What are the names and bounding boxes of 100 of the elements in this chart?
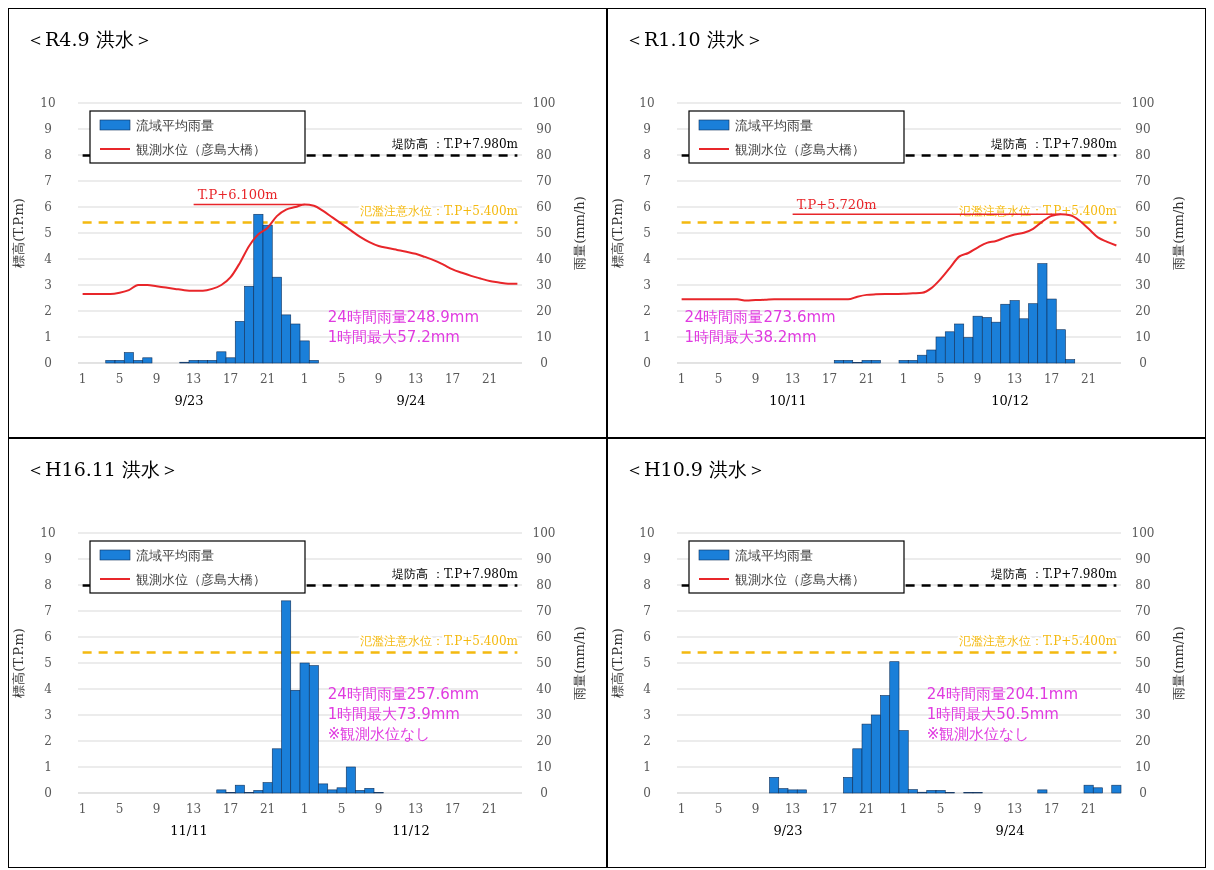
y-tick-label: 5 — [44, 656, 52, 671]
y2-tick-label: 0 — [540, 786, 548, 801]
y-tick-label: 0 — [44, 356, 52, 371]
y2-tick-label: 90 — [1135, 552, 1151, 567]
x-tick-label: 9 — [152, 802, 161, 816]
legend-label: 観測水位（彦島大橋） — [136, 141, 266, 157]
y2-tick-label: 90 — [1135, 122, 1151, 137]
annotation: 1時間最大73.9mm — [327, 705, 460, 724]
x-tick-label: 17 — [222, 372, 239, 386]
y2-tick-label: 10 — [1135, 760, 1151, 775]
legend-label: 流域平均雨量 — [136, 547, 214, 563]
y2-tick-label: 70 — [1135, 604, 1151, 619]
y2-tick-label: 100 — [532, 526, 556, 541]
y2-tick-label: 70 — [1135, 174, 1151, 189]
y-tick-label: 7 — [643, 174, 651, 189]
annotation: ※観測水位なし — [327, 725, 431, 744]
y2-tick-label: 30 — [536, 278, 552, 293]
y2-tick-label: 70 — [536, 604, 552, 619]
text: 9/23 — [174, 393, 204, 408]
x-tick-label: 21 — [259, 802, 276, 816]
x-tick-label: 21 — [481, 802, 498, 816]
y-tick-label: 6 — [44, 200, 52, 215]
text: 10/11 — [769, 393, 807, 408]
x-tick-label: 9 — [374, 372, 383, 386]
x-tick-label: 5 — [337, 372, 346, 386]
legend-label: 観測水位（彦島大橋） — [735, 571, 865, 587]
text: 9/24 — [995, 823, 1025, 838]
y2-tick-label: 20 — [536, 734, 552, 749]
text: 10/12 — [991, 393, 1029, 408]
y-tick-label: 1 — [643, 760, 651, 775]
text: 11/11 — [170, 823, 208, 838]
y-tick-label: 2 — [643, 734, 651, 749]
x-tick-label: 1 — [78, 802, 87, 816]
y2-tick-label: 90 — [536, 552, 552, 567]
y2-tick-label: 60 — [1135, 630, 1151, 645]
ref-line-label: 堤防高 ：T.P+7.980m — [391, 136, 519, 151]
y-tick-label: 5 — [643, 656, 651, 671]
y2-tick-label: 40 — [536, 252, 552, 267]
x-tick-label: 5 — [936, 372, 945, 386]
y-tick-label: 9 — [44, 552, 52, 567]
x-tick-label: 21 — [259, 372, 276, 386]
y-tick-label: 8 — [643, 578, 651, 593]
y-tick-label: 4 — [44, 682, 53, 697]
y-tick-label: 9 — [643, 552, 651, 567]
y2-tick-label: 40 — [536, 682, 552, 697]
y2-tick-label: 80 — [1135, 148, 1151, 163]
y-tick-label: 4 — [643, 252, 652, 267]
x-tick-label: 1 — [300, 372, 309, 386]
y2-tick-label: 10 — [536, 760, 552, 775]
chart-title: ＜R1.10 洪水＞ — [625, 28, 764, 50]
x-tick-label: 1 — [677, 802, 686, 816]
y-tick-label: 3 — [44, 708, 52, 723]
y2-axis-title: 雨量(mm/h) — [572, 626, 587, 700]
x-tick-label: 13 — [1006, 372, 1023, 386]
x-tick-label: 13 — [407, 802, 424, 816]
y-tick-label: 6 — [44, 630, 52, 645]
y-tick-label: 10 — [639, 96, 655, 111]
y-tick-label: 1 — [643, 330, 651, 345]
y-tick-label: 5 — [643, 226, 651, 241]
x-tick-label: 17 — [1043, 802, 1060, 816]
y2-tick-label: 0 — [540, 356, 548, 371]
x-tick-label: 5 — [337, 802, 346, 816]
y-axis-title: 標高(T.P.m) — [610, 628, 625, 698]
y2-tick-label: 50 — [536, 226, 552, 241]
y2-tick-label: 80 — [536, 578, 552, 593]
annotation: 1時間最大50.5mm — [926, 705, 1059, 724]
y-tick-label: 6 — [643, 630, 651, 645]
chart-title: ＜H10.9 洪水＞ — [625, 458, 766, 480]
annotation: ※観測水位なし — [926, 725, 1030, 744]
ref-line-label: 堤防高 ：T.P+7.980m — [990, 136, 1118, 151]
y2-tick-label: 100 — [1131, 96, 1155, 111]
x-tick-label: 1 — [677, 372, 686, 386]
x-tick-label: 13 — [185, 372, 202, 386]
y-tick-label: 9 — [44, 122, 52, 137]
y-tick-label: 3 — [44, 278, 52, 293]
legend-label: 流域平均雨量 — [735, 117, 813, 133]
x-tick-label: 9 — [152, 372, 161, 386]
x-tick-label: 1 — [78, 372, 87, 386]
x-tick-label: 1 — [899, 802, 908, 816]
y2-tick-label: 50 — [536, 656, 552, 671]
y-tick-label: 0 — [44, 786, 52, 801]
x-tick-label: 17 — [444, 372, 461, 386]
x-tick-label: 13 — [784, 802, 801, 816]
x-tick-label: 13 — [1006, 802, 1023, 816]
y2-tick-label: 80 — [1135, 578, 1151, 593]
y2-tick-label: 50 — [1135, 656, 1151, 671]
x-tick-label: 17 — [222, 802, 239, 816]
text: 9/23 — [773, 823, 803, 838]
annotation: 24時間雨量257.6mm — [327, 685, 480, 704]
y2-tick-label: 10 — [1135, 330, 1151, 345]
ref-line-label: T.P+5.720m — [796, 197, 877, 213]
y2-tick-label: 0 — [1139, 786, 1147, 801]
x-tick-label: 17 — [821, 372, 838, 386]
y2-tick-label: 60 — [1135, 200, 1151, 215]
x-tick-label: 9 — [374, 802, 383, 816]
text: 9/24 — [396, 393, 426, 408]
annotation: 24時間雨量248.9mm — [327, 308, 480, 327]
x-tick-label: 13 — [407, 372, 424, 386]
y2-tick-label: 20 — [536, 304, 552, 319]
y2-tick-label: 80 — [536, 148, 552, 163]
